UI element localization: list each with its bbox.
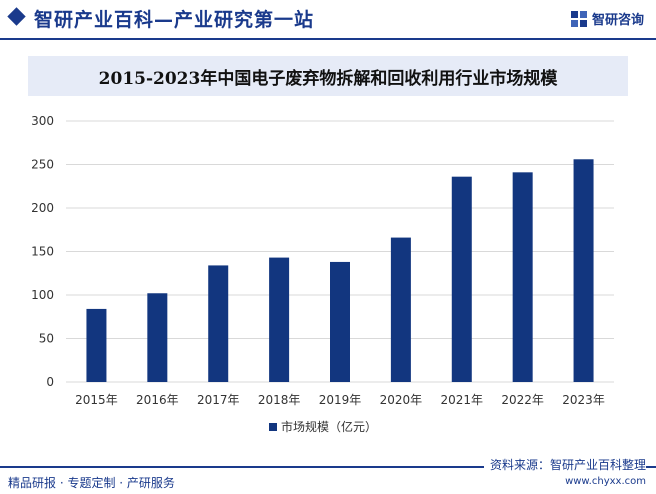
y-tick-label: 200 xyxy=(31,201,54,215)
header: 智研产业百科—产业研究第一站 智研咨询 xyxy=(0,0,656,40)
y-tick-label: 300 xyxy=(31,114,54,128)
header-divider xyxy=(0,38,656,40)
footer-divider xyxy=(0,466,656,468)
footer-tagline: 精品研报 · 专题定制 · 产研服务 xyxy=(8,476,175,490)
logo: 智研咨询 xyxy=(570,9,644,28)
x-tick-label: 2023年 xyxy=(562,393,605,407)
site-title: 智研产业百科—产业研究第一站 xyxy=(34,9,315,31)
legend-swatch xyxy=(269,423,277,431)
bar xyxy=(573,159,594,382)
bar xyxy=(147,293,168,382)
x-tick-label: 2018年 xyxy=(258,393,301,407)
footer: 精品研报 · 专题定制 · 产研服务 资料来源：智研产业百科整理 www.chy… xyxy=(0,456,656,494)
chart-title: 2015-2023年中国电子废弃物拆解和回收利用行业市场规模 xyxy=(98,68,558,89)
legend: 市场规模（亿元） xyxy=(269,419,377,434)
x-tick-label: 2020年 xyxy=(380,393,423,407)
x-tick-label: 2021年 xyxy=(441,393,484,407)
source-note: 资料来源：智研产业百科整理 xyxy=(483,456,646,473)
bar xyxy=(86,308,107,382)
y-tick-label: 150 xyxy=(31,245,54,259)
y-tick-label: 50 xyxy=(39,332,54,346)
logo-icon xyxy=(570,10,587,27)
x-axis: 2015年 2016年 2017年 2018年 2019年 2020年 2021年 2022年… xyxy=(75,393,605,407)
x-tick-label: 2016年 xyxy=(136,393,179,407)
bar xyxy=(330,261,350,382)
logo-text: 智研咨询 xyxy=(591,13,644,28)
legend-label: 市场规模（亿元） xyxy=(281,419,377,434)
x-tick-label: 2015年 xyxy=(75,393,118,407)
chart-title-box: 2015-2023年中国电子废弃物拆解和回收利用行业市场规模 xyxy=(28,56,628,96)
y-tick-label: 0 xyxy=(46,375,54,389)
y-tick-label: 250 xyxy=(31,158,54,172)
bar xyxy=(269,257,290,382)
bars xyxy=(86,159,594,382)
footer-url: www.chyxx.com xyxy=(565,476,646,487)
x-tick-label: 2022年 xyxy=(501,393,544,407)
bar xyxy=(390,237,411,382)
y-tick-label: 100 xyxy=(31,288,54,302)
x-tick-label: 2019年 xyxy=(319,393,362,407)
bar xyxy=(208,265,229,382)
y-axis: 0 50 100 150 200 250 300 xyxy=(31,114,54,389)
x-tick-label: 2017年 xyxy=(197,393,240,407)
bar xyxy=(451,176,472,382)
bar xyxy=(512,172,533,382)
